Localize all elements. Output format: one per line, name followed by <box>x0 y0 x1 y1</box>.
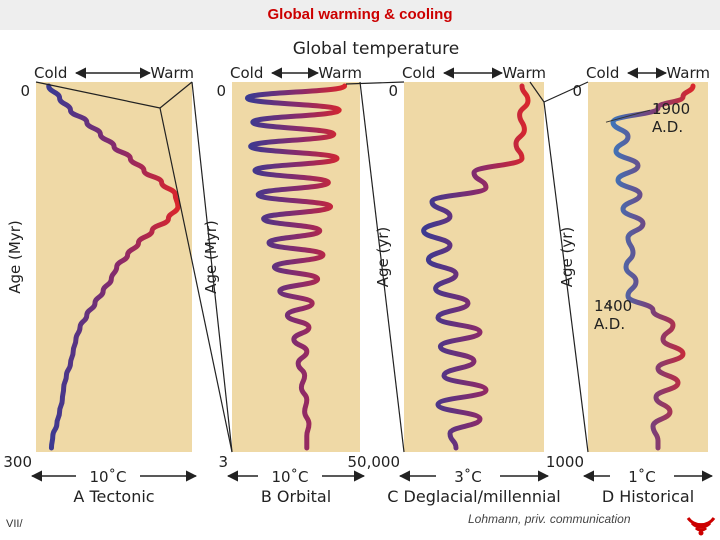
warm-label: Warm <box>666 64 710 82</box>
slide-number: VII/ <box>6 518 23 530</box>
warm-label: Warm <box>318 64 362 82</box>
temperature-series-line <box>46 83 181 451</box>
cold-label: Cold <box>230 64 263 82</box>
title-bar <box>0 0 720 30</box>
zoom-connector-line <box>529 81 545 103</box>
annotation-label: A.D. <box>594 315 625 333</box>
y-bottom-label: 300 <box>3 453 32 471</box>
cold-label: Cold <box>586 64 619 82</box>
panel-background <box>232 82 360 452</box>
annotation-leader <box>605 302 613 308</box>
y-top-label: 0 <box>20 82 30 100</box>
scale-label: 3˚C <box>454 468 482 486</box>
warm-label: Warm <box>502 64 546 82</box>
annotation-label: 1900 <box>652 100 690 118</box>
temperature-series-line <box>610 83 696 451</box>
panel-background <box>404 82 544 452</box>
scale-label-bg <box>610 466 674 486</box>
temperature-series-line <box>244 83 348 451</box>
y-top-label: 0 <box>216 82 226 100</box>
y-top-label: 0 <box>572 82 582 100</box>
panel-caption: A Tectonic <box>73 487 154 506</box>
warm-label: Warm <box>150 64 194 82</box>
panel-caption: B Orbital <box>261 487 331 506</box>
cold-label: Cold <box>402 64 435 82</box>
zoom-connector-line <box>543 81 589 103</box>
zoom-connector-line <box>159 107 233 453</box>
y-bottom-label: 3 <box>218 453 228 471</box>
scale-label-bg <box>76 466 140 486</box>
figure-title: Global temperature <box>293 39 460 59</box>
annotation-leader <box>605 109 651 123</box>
panel-A: Cold Warm 0 300 Age (Myr) 10˚CA Tectonic <box>3 64 198 506</box>
y-axis-label: Age (yr) <box>558 227 576 288</box>
slide-title: Global warming & cooling <box>267 6 453 23</box>
annotation-label: A.D. <box>652 118 683 136</box>
panel-caption: D Historical <box>602 487 694 506</box>
zoom-connector-line <box>359 81 405 453</box>
cold-label: Cold <box>34 64 67 82</box>
panel-background <box>36 82 192 452</box>
source-credit: Lohmann, priv. communication <box>468 512 631 526</box>
scale-label: 1˚C <box>628 468 656 486</box>
scale-label-bg <box>436 466 500 486</box>
university-logo-icon <box>686 517 716 536</box>
panel-caption: C Deglacial/millennial <box>387 487 560 506</box>
zoom-connectors <box>35 81 589 453</box>
y-bottom-label: 50,000 <box>348 453 401 471</box>
zoom-connector-line <box>191 81 233 453</box>
zoom-connector-line <box>159 81 193 109</box>
annotation-label: 1400 <box>594 297 632 315</box>
scale-label: 10˚C <box>89 468 126 486</box>
y-axis-label: Age (Myr) <box>6 220 24 293</box>
scale-label-bg <box>258 466 322 486</box>
zoom-connector-line <box>543 101 589 453</box>
panel-background <box>588 82 708 452</box>
y-bottom-label: 1000 <box>546 453 584 471</box>
panel-D: Cold Warm 0 1000 Age (yr) 1˚CD Historical 1900… <box>546 64 714 506</box>
zoom-connector-line <box>345 81 405 85</box>
scale-label: 10˚C <box>271 468 308 486</box>
temperature-series-line <box>421 83 531 451</box>
y-top-label: 0 <box>388 82 398 100</box>
zoom-connector-line <box>35 81 161 109</box>
panel-B: ColdWarm03Age (Myr)10˚CB Orbital <box>202 64 366 506</box>
